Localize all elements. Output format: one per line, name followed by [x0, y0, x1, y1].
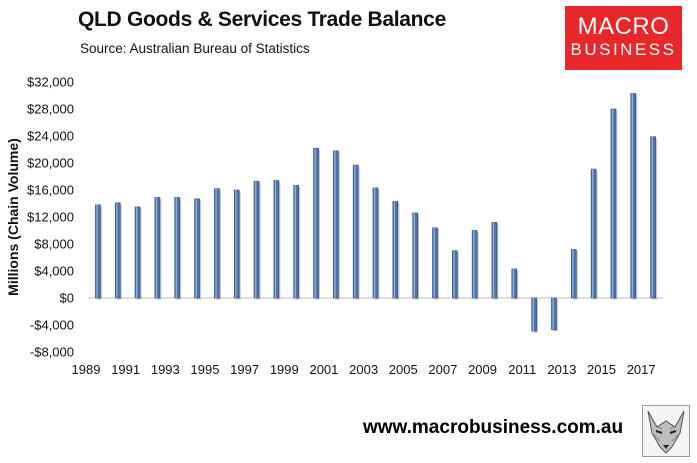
- bar-highlight: [532, 298, 534, 332]
- bar-highlight: [473, 230, 475, 298]
- x-tick-label: 2005: [389, 362, 418, 377]
- y-tick-label: $16,000: [27, 183, 74, 198]
- y-tick-label: $24,000: [27, 129, 74, 144]
- x-tick-label: 1991: [111, 362, 140, 377]
- bar: [233, 189, 240, 299]
- bar-highlight: [611, 109, 614, 298]
- x-tick-label: 2011: [508, 362, 536, 377]
- chart-title: QLD Goods & Services Trade Balance: [78, 8, 446, 31]
- bar: [630, 93, 637, 299]
- bar-highlight: [235, 190, 237, 298]
- fox-icon: [642, 405, 690, 457]
- bar: [154, 197, 161, 299]
- bar: [253, 180, 260, 299]
- bar-highlight: [631, 93, 634, 298]
- website-url[interactable]: www.macrobusiness.com.au: [363, 417, 624, 438]
- y-tick-label: $0: [60, 291, 74, 306]
- bar: [114, 202, 121, 299]
- bar: [333, 150, 339, 299]
- bar-highlight: [552, 298, 554, 330]
- x-tick-label: 2017: [627, 362, 656, 377]
- bar: [392, 201, 399, 299]
- x-tick-label: 1997: [230, 362, 259, 377]
- x-tick-label: 2009: [468, 362, 497, 377]
- x-tick-label: 1995: [191, 362, 220, 377]
- bar-highlight: [512, 268, 515, 298]
- bar-highlight: [155, 197, 158, 298]
- x-tick-label: 2013: [547, 362, 576, 377]
- x-tick-label: 1999: [270, 362, 299, 377]
- bar: [412, 212, 418, 299]
- bar: [531, 297, 537, 332]
- bar: [352, 164, 359, 299]
- bar: [214, 188, 220, 299]
- bar-highlight: [215, 188, 217, 298]
- bar-highlight: [255, 181, 257, 298]
- bar-highlight: [453, 250, 455, 298]
- macrobusiness-logo[interactable]: MACRO BUSINESS: [565, 6, 682, 70]
- bar: [452, 250, 458, 299]
- bar-highlight: [492, 222, 495, 298]
- y-axis-title: Millions (Chain Volume): [5, 138, 21, 296]
- bar: [194, 198, 200, 299]
- bar: [134, 206, 141, 299]
- y-tick-label: $4,000: [34, 264, 74, 279]
- bar-highlight: [433, 227, 435, 298]
- x-tick-label: 2001: [309, 362, 338, 377]
- bar: [313, 147, 319, 299]
- logo-line-business: BUSINESS: [570, 40, 677, 59]
- bar-highlight: [116, 202, 118, 298]
- bar: [650, 136, 656, 299]
- bar: [511, 268, 518, 299]
- y-tick-label: $32,000: [27, 75, 74, 90]
- bar-highlight: [572, 249, 574, 298]
- bar: [293, 184, 299, 299]
- y-tick-label: $12,000: [27, 210, 74, 225]
- x-tick-label: 1993: [151, 362, 180, 377]
- bar-highlight: [274, 180, 277, 298]
- bar-highlight: [651, 136, 653, 298]
- bar-highlight: [334, 150, 336, 298]
- y-tick-label: -$8,000: [30, 345, 74, 360]
- bar: [610, 108, 617, 299]
- bar-highlight: [96, 204, 98, 298]
- x-tick-label: 1989: [72, 362, 101, 377]
- bar: [432, 227, 438, 299]
- bar-highlight: [413, 212, 415, 298]
- x-tick-label: 2003: [349, 362, 378, 377]
- x-tick-label: 2007: [428, 362, 457, 377]
- bar: [174, 197, 181, 299]
- bar-highlight: [195, 198, 197, 298]
- bar-highlight: [354, 165, 356, 298]
- bar-highlight: [136, 206, 138, 298]
- bar: [95, 204, 101, 299]
- bar: [590, 168, 597, 299]
- bar: [551, 297, 557, 331]
- y-tick-label: -$4,000: [30, 318, 74, 333]
- bar: [491, 222, 498, 299]
- bar-highlight: [393, 201, 396, 298]
- logo-line-macro: MACRO: [577, 13, 670, 40]
- bar-highlight: [374, 187, 376, 298]
- y-tick-label: $8,000: [34, 237, 74, 252]
- bar: [471, 230, 478, 299]
- bar: [273, 180, 280, 299]
- y-tick-label: $28,000: [27, 102, 74, 117]
- bar-highlight: [314, 148, 316, 298]
- chart-source: Source: Australian Bureau of Statistics: [80, 41, 310, 56]
- bar: [570, 249, 577, 299]
- bar-highlight: [592, 169, 594, 298]
- bar-highlight: [175, 197, 178, 298]
- bar: [372, 187, 379, 299]
- x-tick-label: 2015: [587, 362, 616, 377]
- y-tick-label: $20,000: [27, 156, 74, 171]
- bar-highlight: [294, 185, 296, 298]
